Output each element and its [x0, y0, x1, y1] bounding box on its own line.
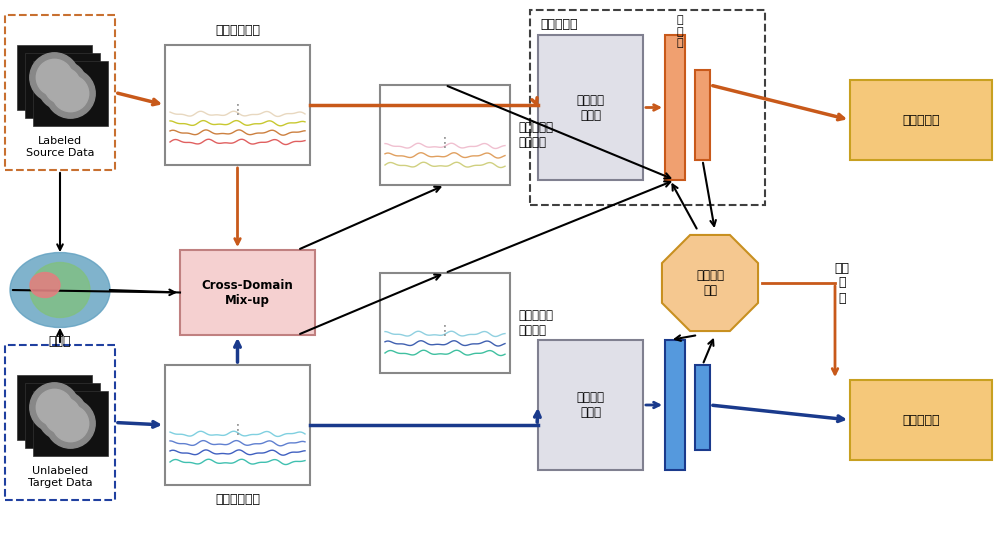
- FancyBboxPatch shape: [165, 45, 310, 165]
- Circle shape: [46, 399, 95, 448]
- Text: 增广的时间
序列特征: 增广的时间 序列特征: [518, 309, 553, 337]
- Text: 特征提取器: 特征提取器: [540, 18, 578, 31]
- FancyBboxPatch shape: [33, 391, 108, 456]
- Circle shape: [36, 59, 73, 96]
- FancyBboxPatch shape: [695, 70, 710, 160]
- Ellipse shape: [30, 263, 90, 317]
- Text: 时间序列特征: 时间序列特征: [215, 24, 260, 37]
- Text: 类别判别器: 类别判别器: [902, 113, 940, 126]
- Ellipse shape: [30, 272, 60, 297]
- Circle shape: [46, 69, 95, 118]
- Text: 增广的时间
序列特征: 增广的时间 序列特征: [518, 121, 553, 149]
- Text: 特征对齐
模块: 特征对齐 模块: [696, 269, 724, 297]
- Text: 时空图卷
积模块: 时空图卷 积模块: [576, 391, 604, 419]
- Circle shape: [44, 398, 81, 434]
- FancyBboxPatch shape: [180, 250, 315, 335]
- FancyBboxPatch shape: [17, 45, 92, 110]
- FancyBboxPatch shape: [665, 340, 685, 470]
- FancyBboxPatch shape: [850, 80, 992, 160]
- Circle shape: [52, 406, 89, 442]
- Ellipse shape: [10, 253, 110, 327]
- FancyBboxPatch shape: [17, 375, 92, 440]
- Circle shape: [52, 75, 89, 112]
- Circle shape: [38, 391, 87, 440]
- Text: ⋮: ⋮: [438, 136, 452, 150]
- FancyBboxPatch shape: [695, 365, 710, 450]
- FancyBboxPatch shape: [25, 53, 100, 118]
- Text: Cross-Domain
Mix-up: Cross-Domain Mix-up: [202, 279, 293, 307]
- Circle shape: [36, 389, 73, 426]
- Circle shape: [44, 67, 81, 104]
- FancyBboxPatch shape: [33, 61, 108, 126]
- FancyBboxPatch shape: [665, 35, 685, 180]
- Text: 时间序列特征: 时间序列特征: [215, 493, 260, 506]
- Polygon shape: [662, 235, 758, 331]
- FancyBboxPatch shape: [380, 273, 510, 373]
- Text: ⋮: ⋮: [231, 103, 244, 117]
- Text: ⋮: ⋮: [438, 324, 452, 338]
- FancyBboxPatch shape: [538, 340, 643, 470]
- Text: Labeled
Source Data: Labeled Source Data: [26, 136, 94, 158]
- FancyBboxPatch shape: [538, 35, 643, 180]
- Text: ⋮: ⋮: [231, 423, 244, 437]
- Text: 脑图谱: 脑图谱: [49, 335, 71, 348]
- Circle shape: [38, 61, 87, 110]
- Text: 域别判别器: 域别判别器: [902, 414, 940, 426]
- Text: Unlabeled
Target Data: Unlabeled Target Data: [28, 467, 92, 488]
- Text: 卷
积
层: 卷 积 层: [677, 15, 683, 48]
- Circle shape: [30, 53, 79, 102]
- FancyBboxPatch shape: [25, 383, 100, 448]
- Circle shape: [30, 383, 79, 432]
- FancyBboxPatch shape: [380, 85, 510, 185]
- Text: 梯度
反
转: 梯度 反 转: [834, 262, 850, 304]
- Text: 时空图卷
积模块: 时空图卷 积模块: [576, 94, 604, 121]
- FancyBboxPatch shape: [165, 365, 310, 485]
- FancyBboxPatch shape: [850, 380, 992, 460]
